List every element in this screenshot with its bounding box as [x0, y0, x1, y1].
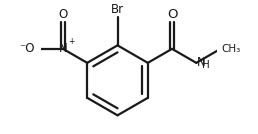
Text: N: N — [197, 56, 206, 69]
Text: CH₃: CH₃ — [222, 44, 241, 54]
Text: O: O — [58, 8, 68, 21]
Text: N: N — [59, 42, 67, 55]
Text: Br: Br — [111, 3, 124, 16]
Text: H: H — [202, 60, 209, 70]
Text: ⁻O: ⁻O — [19, 42, 35, 55]
Text: +: + — [68, 37, 75, 46]
Text: O: O — [167, 8, 177, 21]
